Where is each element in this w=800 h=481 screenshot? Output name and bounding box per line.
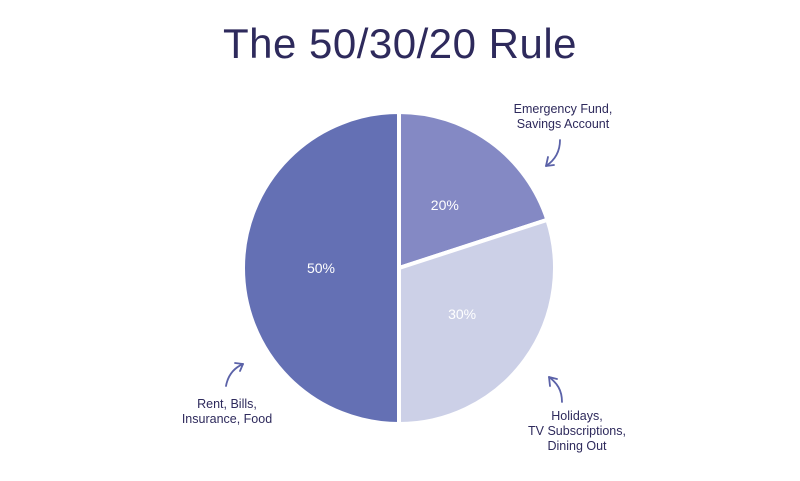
pie-label-30: 30% — [448, 306, 476, 322]
annotation-needs-line-2: Insurance, Food — [181, 412, 273, 426]
annotation-savings-line-1: Emergency Fund, — [513, 102, 613, 116]
chart-title: The 50/30/20 Rule — [222, 20, 578, 67]
arrow-needs-icon — [225, 362, 244, 387]
annotation-savings-line-2: Savings Account — [516, 117, 610, 131]
arrow-savings-icon — [545, 139, 561, 167]
pie-slice-30 — [397, 217, 557, 426]
annotation-wants-line-2: TV Subscriptions, — [528, 424, 626, 438]
pie-slice-20 — [397, 110, 550, 270]
annotation-savings: Emergency Fund, Savings Account — [508, 102, 618, 132]
annotation-needs-line-1: Rent, Bills, — [197, 397, 257, 411]
annotation-wants-line-1: Holidays, — [551, 409, 603, 423]
annotation-wants: Holidays, TV Subscriptions, Dining Out — [512, 409, 642, 454]
pie-label-50: 50% — [307, 260, 335, 276]
arrow-wants-icon — [548, 376, 563, 403]
annotation-needs: Rent, Bills, Insurance, Food — [172, 397, 282, 427]
pie-label-20: 20% — [431, 197, 459, 213]
pie-slice-50 — [241, 110, 401, 426]
annotation-wants-line-3: Dining Out — [547, 439, 607, 453]
